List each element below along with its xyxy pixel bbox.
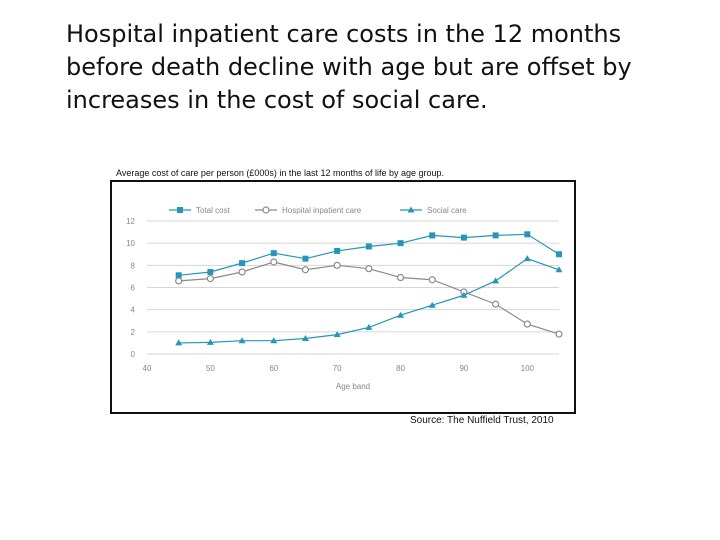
data-point-s2-10 bbox=[492, 277, 500, 284]
data-point-s2-2 bbox=[238, 337, 246, 344]
x-tick-label-70: 70 bbox=[333, 364, 342, 373]
x-tick-label-100: 100 bbox=[521, 364, 535, 373]
data-point-s0-8 bbox=[429, 232, 436, 239]
data-point-s0-7 bbox=[397, 240, 404, 247]
data-point-s2-7 bbox=[397, 311, 405, 318]
data-point-s1-5 bbox=[333, 261, 341, 269]
chart-caption: Average cost of care per person (£000s) … bbox=[116, 168, 445, 178]
legend-marker-1 bbox=[262, 206, 270, 214]
data-point-s2-3 bbox=[270, 337, 278, 344]
y-tick-label-8: 8 bbox=[131, 261, 136, 270]
data-point-s1-7 bbox=[396, 273, 405, 282]
data-point-s0-5 bbox=[334, 247, 341, 254]
x-tick-label-90: 90 bbox=[459, 364, 468, 373]
data-point-s2-12 bbox=[555, 266, 563, 273]
data-point-s2-5 bbox=[333, 331, 341, 338]
y-tick-label-4: 4 bbox=[131, 306, 136, 315]
data-point-s0-2 bbox=[239, 260, 246, 267]
data-point-s1-8 bbox=[428, 276, 436, 284]
data-point-s1-0 bbox=[175, 277, 183, 285]
line-chart: 0 2 4 6 8 10 12 40 50 60 70 80 90 100 Age band Total co… bbox=[126, 206, 563, 391]
x-tick-label-80: 80 bbox=[396, 364, 405, 373]
data-point-s1-10 bbox=[492, 300, 500, 308]
x-tick-label-50: 50 bbox=[206, 364, 215, 373]
data-point-s0-12 bbox=[556, 251, 562, 258]
data-point-s1-6 bbox=[365, 265, 373, 273]
data-point-s1-12 bbox=[555, 330, 563, 338]
data-point-s1-3 bbox=[270, 258, 278, 266]
y-tick-label-0: 0 bbox=[131, 350, 136, 359]
series-line-1 bbox=[178, 261, 560, 335]
y-tick-label-12: 12 bbox=[126, 217, 135, 226]
legend-label-1: Hospital inpatient care bbox=[282, 206, 362, 215]
data-point-s2-9 bbox=[460, 291, 468, 298]
y-tick-label-10: 10 bbox=[126, 239, 135, 248]
data-point-s0-0 bbox=[175, 272, 182, 279]
source-note: Source: The Nuffield Trust, 2010 bbox=[410, 415, 554, 426]
data-point-s1-2 bbox=[238, 268, 246, 276]
legend-label-2: Social care bbox=[427, 206, 467, 215]
data-point-s0-6 bbox=[365, 243, 372, 250]
x-tick-label-40: 40 bbox=[143, 364, 152, 373]
legend-marker-2 bbox=[407, 206, 415, 213]
chart-frame: 0 2 4 6 8 10 12 40 50 60 70 80 90 100 Age band Total co… bbox=[110, 180, 576, 414]
slide-title: Hospital inpatient care costs in the 12 … bbox=[66, 20, 632, 114]
data-point-s2-1 bbox=[206, 338, 214, 345]
x-tick-label-60: 60 bbox=[269, 364, 278, 373]
legend-label-0: Total cost bbox=[196, 206, 231, 215]
data-point-s2-0 bbox=[175, 339, 183, 346]
x-axis-label: Age band bbox=[336, 382, 370, 391]
data-point-s1-4 bbox=[301, 266, 310, 274]
data-point-s2-11 bbox=[523, 255, 531, 262]
data-point-s1-11 bbox=[523, 320, 531, 328]
data-point-s0-10 bbox=[492, 232, 499, 239]
y-tick-label-2: 2 bbox=[131, 328, 136, 337]
data-point-s0-1 bbox=[207, 268, 214, 275]
data-point-s2-6 bbox=[365, 323, 373, 330]
data-point-s0-11 bbox=[524, 231, 531, 238]
y-tick-label-6: 6 bbox=[131, 284, 136, 293]
data-point-s0-3 bbox=[270, 250, 277, 257]
data-point-s2-8 bbox=[428, 301, 436, 308]
data-point-s1-1 bbox=[206, 275, 214, 283]
data-point-s0-9 bbox=[460, 234, 467, 241]
data-point-s2-4 bbox=[301, 334, 309, 341]
data-point-s0-4 bbox=[302, 255, 309, 262]
legend-marker-0 bbox=[177, 207, 183, 213]
